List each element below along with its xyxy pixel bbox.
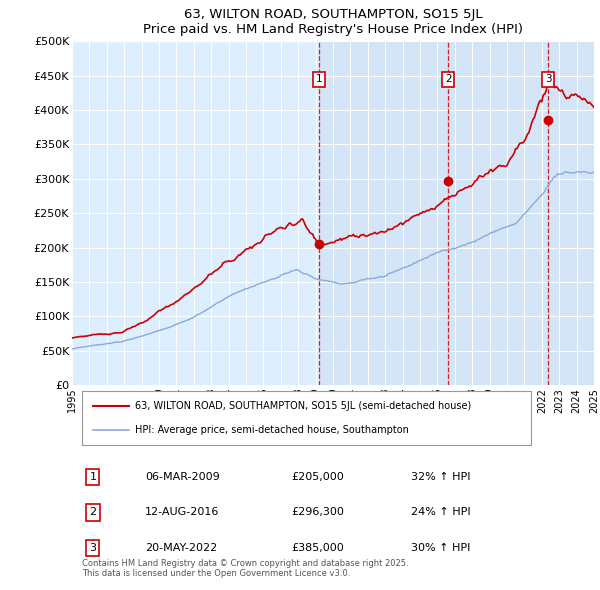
FancyBboxPatch shape: [82, 391, 532, 445]
Text: 3: 3: [89, 543, 97, 553]
Text: 20-MAY-2022: 20-MAY-2022: [145, 543, 217, 553]
Text: Contains HM Land Registry data © Crown copyright and database right 2025.
This d: Contains HM Land Registry data © Crown c…: [82, 559, 409, 578]
Text: £205,000: £205,000: [291, 471, 344, 481]
Text: 1: 1: [316, 74, 322, 84]
Text: 30% ↑ HPI: 30% ↑ HPI: [412, 543, 470, 553]
Text: 32% ↑ HPI: 32% ↑ HPI: [412, 471, 471, 481]
Text: £296,300: £296,300: [291, 507, 344, 517]
Bar: [548, 41, 594, 385]
Bar: [319, 41, 448, 385]
Text: HPI: Average price, semi-detached house, Southampton: HPI: Average price, semi-detached house,…: [134, 425, 409, 435]
Text: 63, WILTON ROAD, SOUTHAMPTON, SO15 5JL (semi-detached house): 63, WILTON ROAD, SOUTHAMPTON, SO15 5JL (…: [134, 401, 471, 411]
Text: 2: 2: [89, 507, 97, 517]
Text: £385,000: £385,000: [291, 543, 344, 553]
Title: 63, WILTON ROAD, SOUTHAMPTON, SO15 5JL
Price paid vs. HM Land Registry's House P: 63, WILTON ROAD, SOUTHAMPTON, SO15 5JL P…: [143, 8, 523, 36]
Bar: [448, 41, 548, 385]
Text: 3: 3: [545, 74, 552, 84]
Text: 2: 2: [445, 74, 452, 84]
Text: 12-AUG-2016: 12-AUG-2016: [145, 507, 220, 517]
Text: 06-MAR-2009: 06-MAR-2009: [145, 471, 220, 481]
Text: 24% ↑ HPI: 24% ↑ HPI: [412, 507, 471, 517]
Text: 1: 1: [89, 471, 97, 481]
